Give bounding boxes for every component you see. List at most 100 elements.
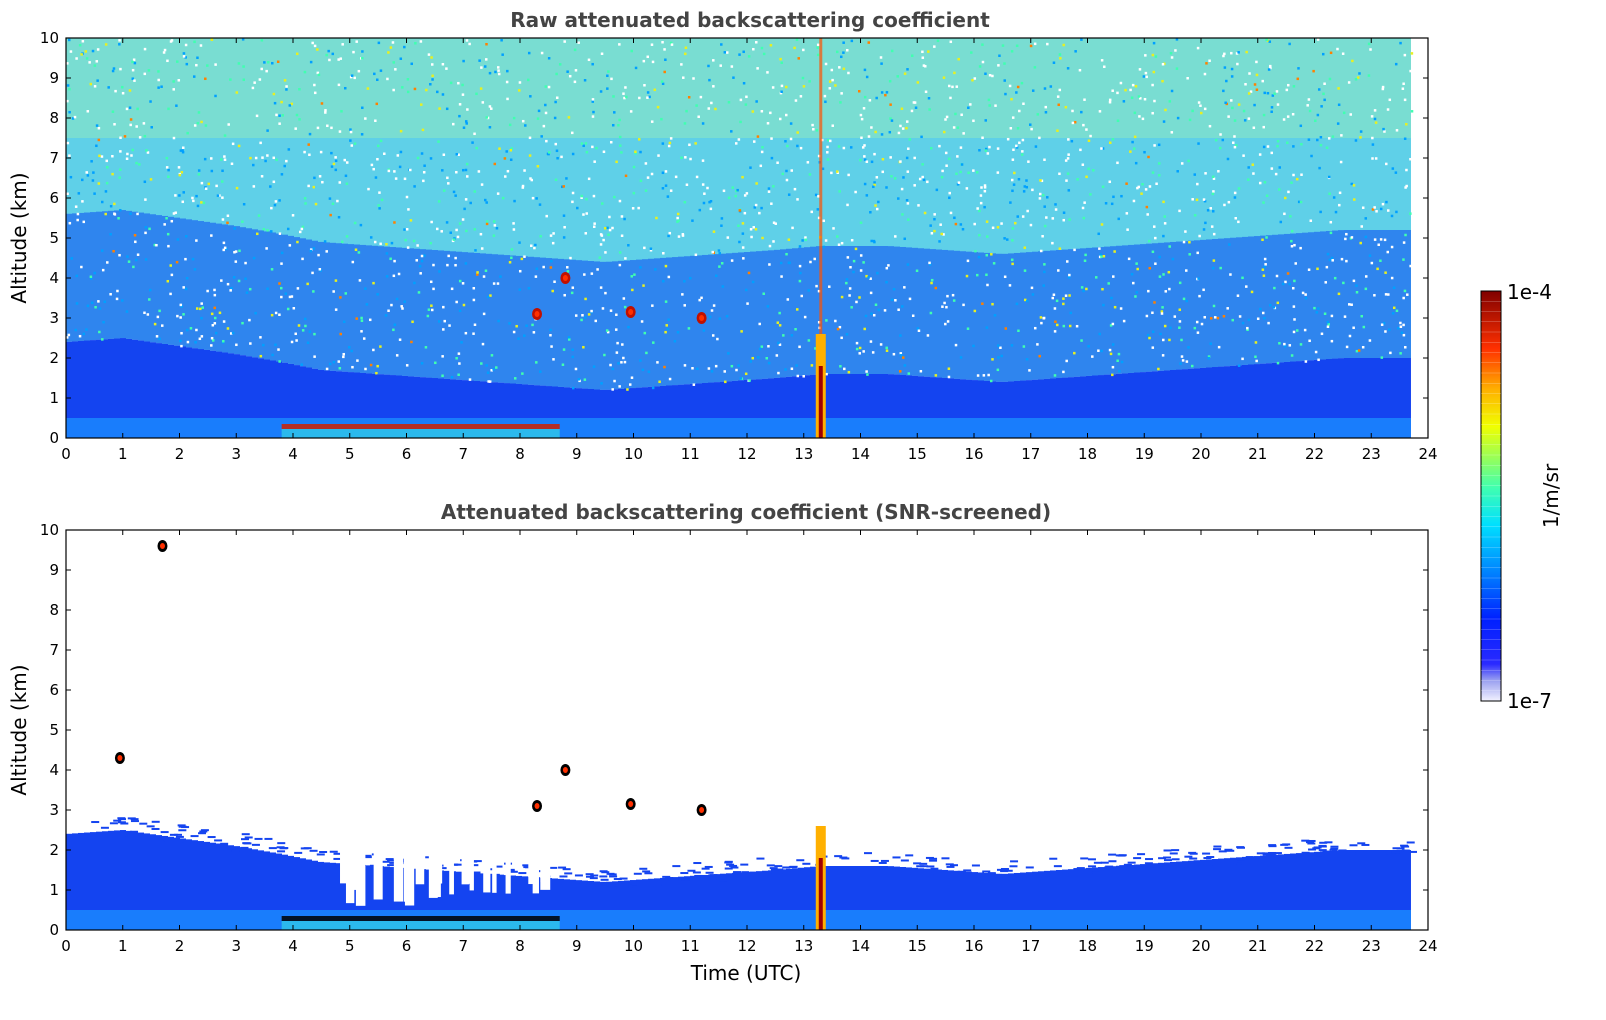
heat-cell: [1056, 870, 1062, 930]
heat-speckle: [480, 247, 484, 250]
heat-speckle: [1388, 328, 1391, 331]
heat-speckle: [1179, 362, 1182, 365]
heat-cell: [1074, 38, 1080, 138]
heat-speckle: [804, 238, 808, 242]
heat-speckle: [1144, 188, 1148, 191]
heat-speckle: [251, 843, 260, 846]
heat-speckle: [788, 261, 791, 265]
heat-speckle: [262, 227, 266, 231]
heat-cell: [360, 244, 366, 373]
heat-speckle: [1000, 870, 1009, 873]
heat-speckle: [367, 187, 370, 191]
heat-gap: [428, 850, 438, 898]
heat-speckle: [529, 177, 532, 180]
heat-speckle: [1144, 54, 1147, 57]
heat-speckle: [615, 313, 618, 317]
heat-cell: [1368, 38, 1374, 358]
x-axis-label: Time (UTC): [690, 961, 802, 985]
heat-cell: [300, 238, 306, 367]
heat-speckle: [1364, 235, 1368, 239]
heat-cell: [618, 880, 624, 930]
heat-cell: [1056, 250, 1062, 379]
heat-cell: [924, 376, 930, 438]
heat-cell: [1176, 241, 1182, 370]
heat-speckle: [482, 312, 486, 316]
heat-speckle: [66, 99, 69, 103]
heat-speckle: [566, 270, 570, 273]
heat-speckle: [1249, 90, 1253, 93]
heat-speckle: [876, 271, 879, 275]
heat-speckle: [792, 870, 801, 873]
heat-speckle: [903, 364, 907, 367]
heat-speckle: [160, 831, 169, 834]
heat-speckle: [982, 870, 991, 873]
heat-speckle: [1350, 303, 1353, 306]
heat-speckle: [1371, 143, 1375, 146]
heat-speckle: [1374, 157, 1378, 160]
heat-speckle: [95, 144, 98, 148]
heat-speckle: [254, 311, 257, 315]
heat-cell: [1074, 910, 1080, 930]
heat-speckle: [600, 234, 604, 237]
heat-cell: [270, 360, 276, 438]
heat-speckle: [1301, 851, 1310, 854]
heat-speckle: [1016, 85, 1020, 89]
heat-speckle: [815, 129, 819, 132]
heat-speckle: [297, 324, 301, 327]
heat-cell: [1374, 230, 1380, 358]
heat-speckle: [933, 45, 936, 48]
y-axis-label: Altitude (km): [7, 664, 31, 795]
heat-speckle: [157, 78, 160, 82]
heat-speckle: [1304, 360, 1308, 363]
heat-speckle: [952, 299, 956, 302]
heat-cell: [126, 338, 132, 438]
heat-speckle: [859, 254, 863, 257]
heat-cell: [1332, 418, 1338, 438]
heat-speckle: [1116, 161, 1119, 165]
heat-speckle: [716, 879, 725, 882]
heat-cell: [348, 244, 354, 373]
heat-speckle: [1162, 338, 1165, 342]
heat-speckle: [193, 40, 196, 44]
heat-gap: [449, 850, 454, 895]
heat-speckle: [1405, 184, 1408, 188]
heat-cell: [1368, 418, 1374, 438]
heat-speckle: [1134, 85, 1138, 88]
heat-cell: [1368, 38, 1374, 138]
heat-speckle: [1198, 294, 1201, 298]
heat-speckle: [677, 219, 680, 222]
heat-cell: [708, 38, 714, 383]
heat-speckle: [441, 93, 445, 96]
heat-cell: [462, 252, 468, 381]
heat-speckle: [751, 110, 755, 113]
heat-speckle: [508, 123, 512, 127]
heat-speckle: [1208, 124, 1212, 128]
heat-cell: [1122, 418, 1128, 438]
heat-cell: [1392, 38, 1398, 138]
heat-speckle: [1114, 871, 1123, 874]
heat-cell: [372, 373, 378, 438]
heat-cell: [786, 38, 792, 138]
heat-cell: [888, 910, 894, 930]
heat-speckle: [957, 870, 966, 873]
heat-speckle: [220, 279, 223, 282]
heat-speckle: [742, 257, 745, 260]
heat-cell: [276, 910, 282, 930]
heat-speckle: [1246, 326, 1249, 330]
heat-speckle: [437, 200, 441, 203]
heat-speckle: [1238, 315, 1242, 318]
heat-speckle: [462, 126, 466, 129]
heat-speckle: [253, 81, 256, 84]
heat-speckle: [1237, 861, 1246, 864]
heat-speckle: [816, 208, 820, 211]
heat-speckle: [656, 105, 660, 109]
heat-speckle: [308, 153, 311, 157]
heat-speckle: [1012, 148, 1015, 152]
heat-cell: [1026, 910, 1032, 930]
heat-cell: [612, 38, 618, 390]
heat-speckle: [848, 294, 851, 297]
heat-speckle: [68, 110, 71, 114]
heat-speckle: [189, 327, 193, 330]
heat-speckle: [600, 382, 603, 385]
heat-cell: [972, 872, 978, 930]
